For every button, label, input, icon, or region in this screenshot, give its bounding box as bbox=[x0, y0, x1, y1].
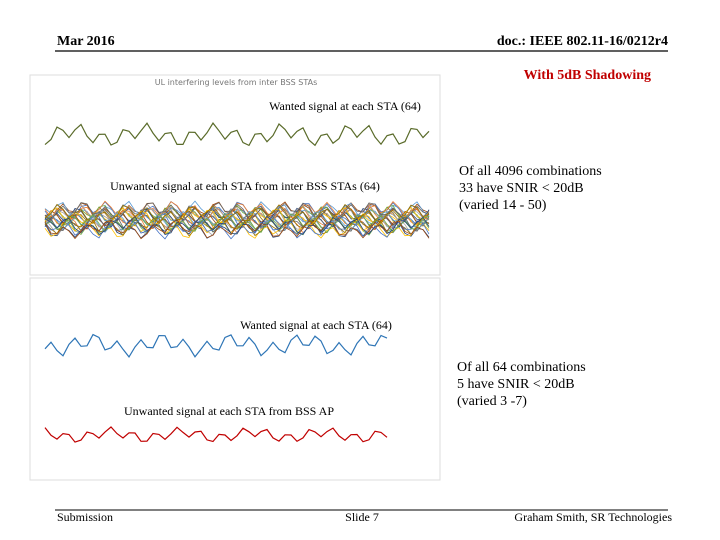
note-line: 5 have SNIR < 20dB bbox=[457, 377, 575, 392]
image-line bbox=[44, 333, 388, 358]
image-title: UL interfering levels from inter BSS STA… bbox=[155, 78, 318, 87]
image-line bbox=[44, 203, 430, 225]
image-line bbox=[44, 426, 388, 443]
figure-top: UL interfering levels from inter BSS STA… bbox=[29, 74, 441, 276]
image-line bbox=[44, 212, 430, 234]
footer-left: Submission bbox=[57, 510, 113, 524]
note-top: Of all 4096 combinations 33 have SNIR < … bbox=[459, 164, 602, 213]
footer-right: Graham Smith, SR Technologies bbox=[514, 510, 672, 524]
note-line: 33 have SNIR < 20dB bbox=[459, 181, 584, 196]
note-line: Of all 64 combinations bbox=[457, 360, 586, 375]
image-line bbox=[44, 206, 430, 228]
image-line bbox=[44, 209, 430, 230]
figure-bottom bbox=[29, 277, 441, 481]
wanted-label: Wanted signal at each STA (64) bbox=[269, 99, 421, 113]
image-line bbox=[44, 218, 430, 240]
image-line bbox=[44, 202, 430, 222]
chart-image bbox=[29, 277, 441, 481]
shadowing-note: With 5dB Shadowing bbox=[524, 68, 651, 83]
footer-center: Slide 7 bbox=[345, 510, 379, 524]
note-line: (varied 3 -7) bbox=[457, 394, 527, 409]
note-line: (varied 14 - 50) bbox=[459, 198, 547, 213]
note-bottom: Of all 64 combinations 5 have SNIR < 20d… bbox=[457, 360, 586, 409]
unwanted-label: Unwanted signal at each STA from BSS AP bbox=[124, 404, 334, 418]
header-date: Mar 2016 bbox=[57, 34, 115, 49]
image-line bbox=[44, 218, 430, 239]
header-doc: doc.: IEEE 802.11-16/0212r4 bbox=[497, 34, 668, 49]
chart-image bbox=[29, 74, 441, 276]
image-line bbox=[44, 215, 430, 236]
image-line bbox=[44, 122, 430, 147]
note-line: Of all 4096 combinations bbox=[459, 164, 602, 179]
wanted-label: Wanted signal at each STA (64) bbox=[240, 318, 392, 332]
unwanted-label: Unwanted signal at each STA from inter B… bbox=[110, 179, 380, 193]
